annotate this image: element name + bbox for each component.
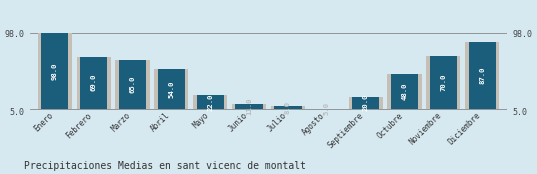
Text: 70.0: 70.0 (440, 73, 446, 91)
Text: 5.0: 5.0 (513, 108, 528, 117)
Bar (232, 104, 266, 109)
Text: 87.0: 87.0 (479, 67, 485, 84)
Text: 5.0: 5.0 (324, 102, 330, 115)
Text: 65.0: 65.0 (129, 76, 135, 93)
Text: 11.0: 11.0 (246, 98, 252, 115)
Bar (158, 69, 185, 109)
Text: 5.0: 5.0 (9, 108, 24, 117)
Bar (391, 74, 418, 109)
Bar (197, 95, 224, 109)
Text: 98.0: 98.0 (4, 30, 24, 39)
Bar (77, 57, 111, 109)
Bar (115, 60, 150, 109)
Bar (349, 97, 383, 109)
Bar (235, 104, 263, 109)
Bar (80, 57, 107, 109)
Bar (352, 97, 379, 109)
Bar (41, 33, 68, 109)
Bar (387, 74, 422, 109)
Bar (469, 42, 496, 109)
Bar (193, 95, 227, 109)
Text: 48.0: 48.0 (402, 82, 408, 100)
Text: 8.0: 8.0 (285, 101, 291, 114)
Bar (271, 106, 305, 109)
Bar (38, 33, 72, 109)
Text: 22.0: 22.0 (207, 93, 213, 111)
Text: 98.0: 98.0 (513, 30, 533, 39)
Bar (274, 106, 302, 109)
Bar (465, 42, 499, 109)
Bar (119, 60, 146, 109)
Bar (430, 56, 457, 109)
Text: 69.0: 69.0 (91, 74, 97, 91)
Bar (154, 69, 188, 109)
Text: 98.0: 98.0 (52, 62, 58, 80)
Text: 20.0: 20.0 (362, 94, 368, 111)
Bar (426, 56, 460, 109)
Text: 54.0: 54.0 (169, 80, 175, 98)
Text: Precipitaciones Medias en sant vicenc de montalt: Precipitaciones Medias en sant vicenc de… (24, 161, 306, 171)
